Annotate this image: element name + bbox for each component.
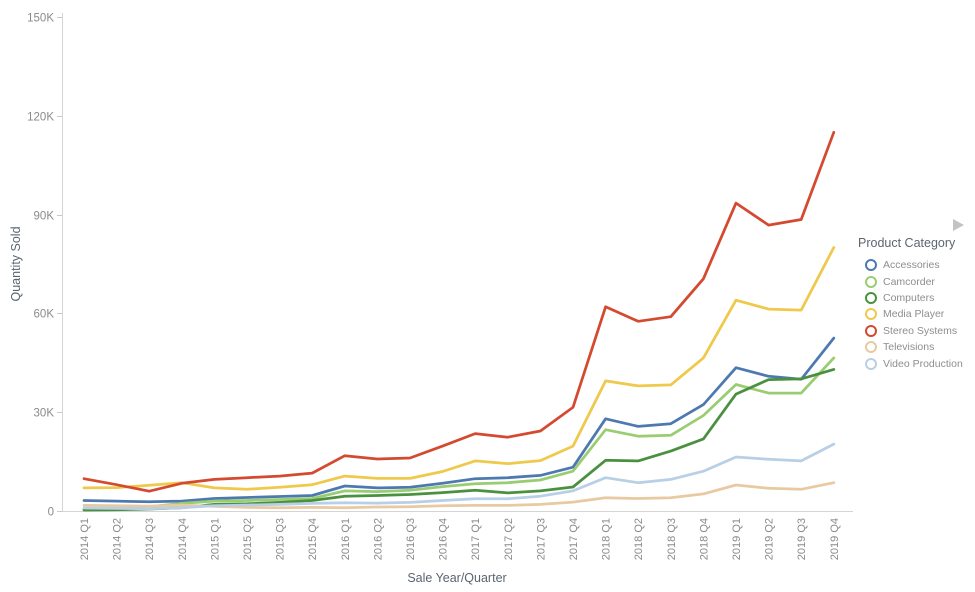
legend-ring-icon xyxy=(865,357,877,370)
legend-ring-icon xyxy=(865,259,877,272)
series-line-camcorder[interactable] xyxy=(82,356,836,511)
x-tick-label: 2016 Q2 xyxy=(372,518,384,560)
legend-item-camcorder[interactable]: Camcorder xyxy=(856,273,974,289)
legend-ring-icon xyxy=(865,291,877,304)
x-tick-label: 2017 Q4 xyxy=(568,518,580,560)
legend-title: Product Category xyxy=(858,236,956,250)
x-axis-title: Sale Year/Quarter xyxy=(407,571,506,585)
legend-item-label: Accessories xyxy=(883,259,940,272)
legend-item-label: Video Production xyxy=(883,357,963,370)
x-tick-label: 2019 Q1 xyxy=(731,518,743,560)
series-line-stereo-systems[interactable] xyxy=(82,130,836,493)
legend-item-televisions[interactable]: Televisions xyxy=(856,339,974,355)
legend-ring-icon xyxy=(865,308,877,321)
series-lines xyxy=(82,130,836,512)
series-line-video-production[interactable] xyxy=(82,442,836,511)
legend-ring-icon xyxy=(865,324,877,337)
x-tick-label: 2019 Q3 xyxy=(796,518,808,560)
series-line-accessories[interactable] xyxy=(82,336,836,504)
legend-item-label: Camcorder xyxy=(883,275,935,288)
series-line-media-player[interactable] xyxy=(82,246,836,491)
x-tick-label: 2015 Q1 xyxy=(209,518,221,560)
y-tick-label: 120K xyxy=(27,112,54,124)
y-tick-label: 60K xyxy=(34,309,55,321)
legend-scroll-arrow-icon[interactable] xyxy=(953,219,964,231)
x-tick-label: 2018 Q3 xyxy=(666,518,678,560)
legend-items: Accessories Camcorder Computers Media Playe… xyxy=(856,257,974,372)
legend-item-video-production[interactable]: Video Production xyxy=(856,355,974,371)
x-tick-label: 2017 Q1 xyxy=(470,518,482,560)
x-tick-label: 2015 Q3 xyxy=(275,518,287,560)
x-tick-label: 2019 Q2 xyxy=(764,518,776,560)
legend-item-label: Media Player xyxy=(883,308,945,321)
x-tick-label: 2014 Q2 xyxy=(112,518,124,560)
x-tick-label: 2016 Q3 xyxy=(405,518,417,560)
axes: 0 30K 60K 90K 120K 150K 2014 Q1 2014 Q2 2014 Q3 2… xyxy=(27,13,853,560)
legend: Product Category Accessories Camcorder Com… xyxy=(856,236,974,372)
x-tick-label: 2018 Q4 xyxy=(698,518,710,560)
y-axis-title: Quantity Sold xyxy=(9,226,23,301)
x-tick-label: 2016 Q4 xyxy=(438,518,450,560)
x-tick-label: 2017 Q3 xyxy=(535,518,547,560)
x-tick-label: 2017 Q2 xyxy=(503,518,515,560)
y-tick-label: 30K xyxy=(34,408,55,420)
y-tick-label: 0 xyxy=(48,507,54,519)
x-tick-label: 2015 Q4 xyxy=(307,518,319,560)
x-tick-label: 2016 Q1 xyxy=(340,518,352,560)
legend-item-label: Computers xyxy=(883,291,935,304)
y-tick-label: 150K xyxy=(27,13,54,25)
legend-ring-icon xyxy=(865,275,877,288)
x-tick-label: 2014 Q1 xyxy=(79,518,91,560)
legend-item-computers[interactable]: Computers xyxy=(856,290,974,306)
legend-item-stereo-systems[interactable]: Stereo Systems xyxy=(856,323,974,339)
legend-ring-icon xyxy=(865,341,877,354)
x-tick-label: 2018 Q1 xyxy=(601,518,613,560)
y-tick-label: 90K xyxy=(34,211,55,223)
x-tick-label: 2019 Q4 xyxy=(829,518,841,560)
legend-item-accessories[interactable]: Accessories xyxy=(856,257,974,273)
x-tick-label: 2015 Q2 xyxy=(242,518,254,560)
x-tick-label: 2014 Q3 xyxy=(144,518,156,560)
x-tick-label: 2018 Q2 xyxy=(633,518,645,560)
legend-item-media-player[interactable]: Media Player xyxy=(856,306,974,322)
legend-item-label: Stereo Systems xyxy=(883,324,958,337)
x-tick-label: 2014 Q4 xyxy=(177,518,189,560)
legend-item-label: Televisions xyxy=(883,341,935,354)
